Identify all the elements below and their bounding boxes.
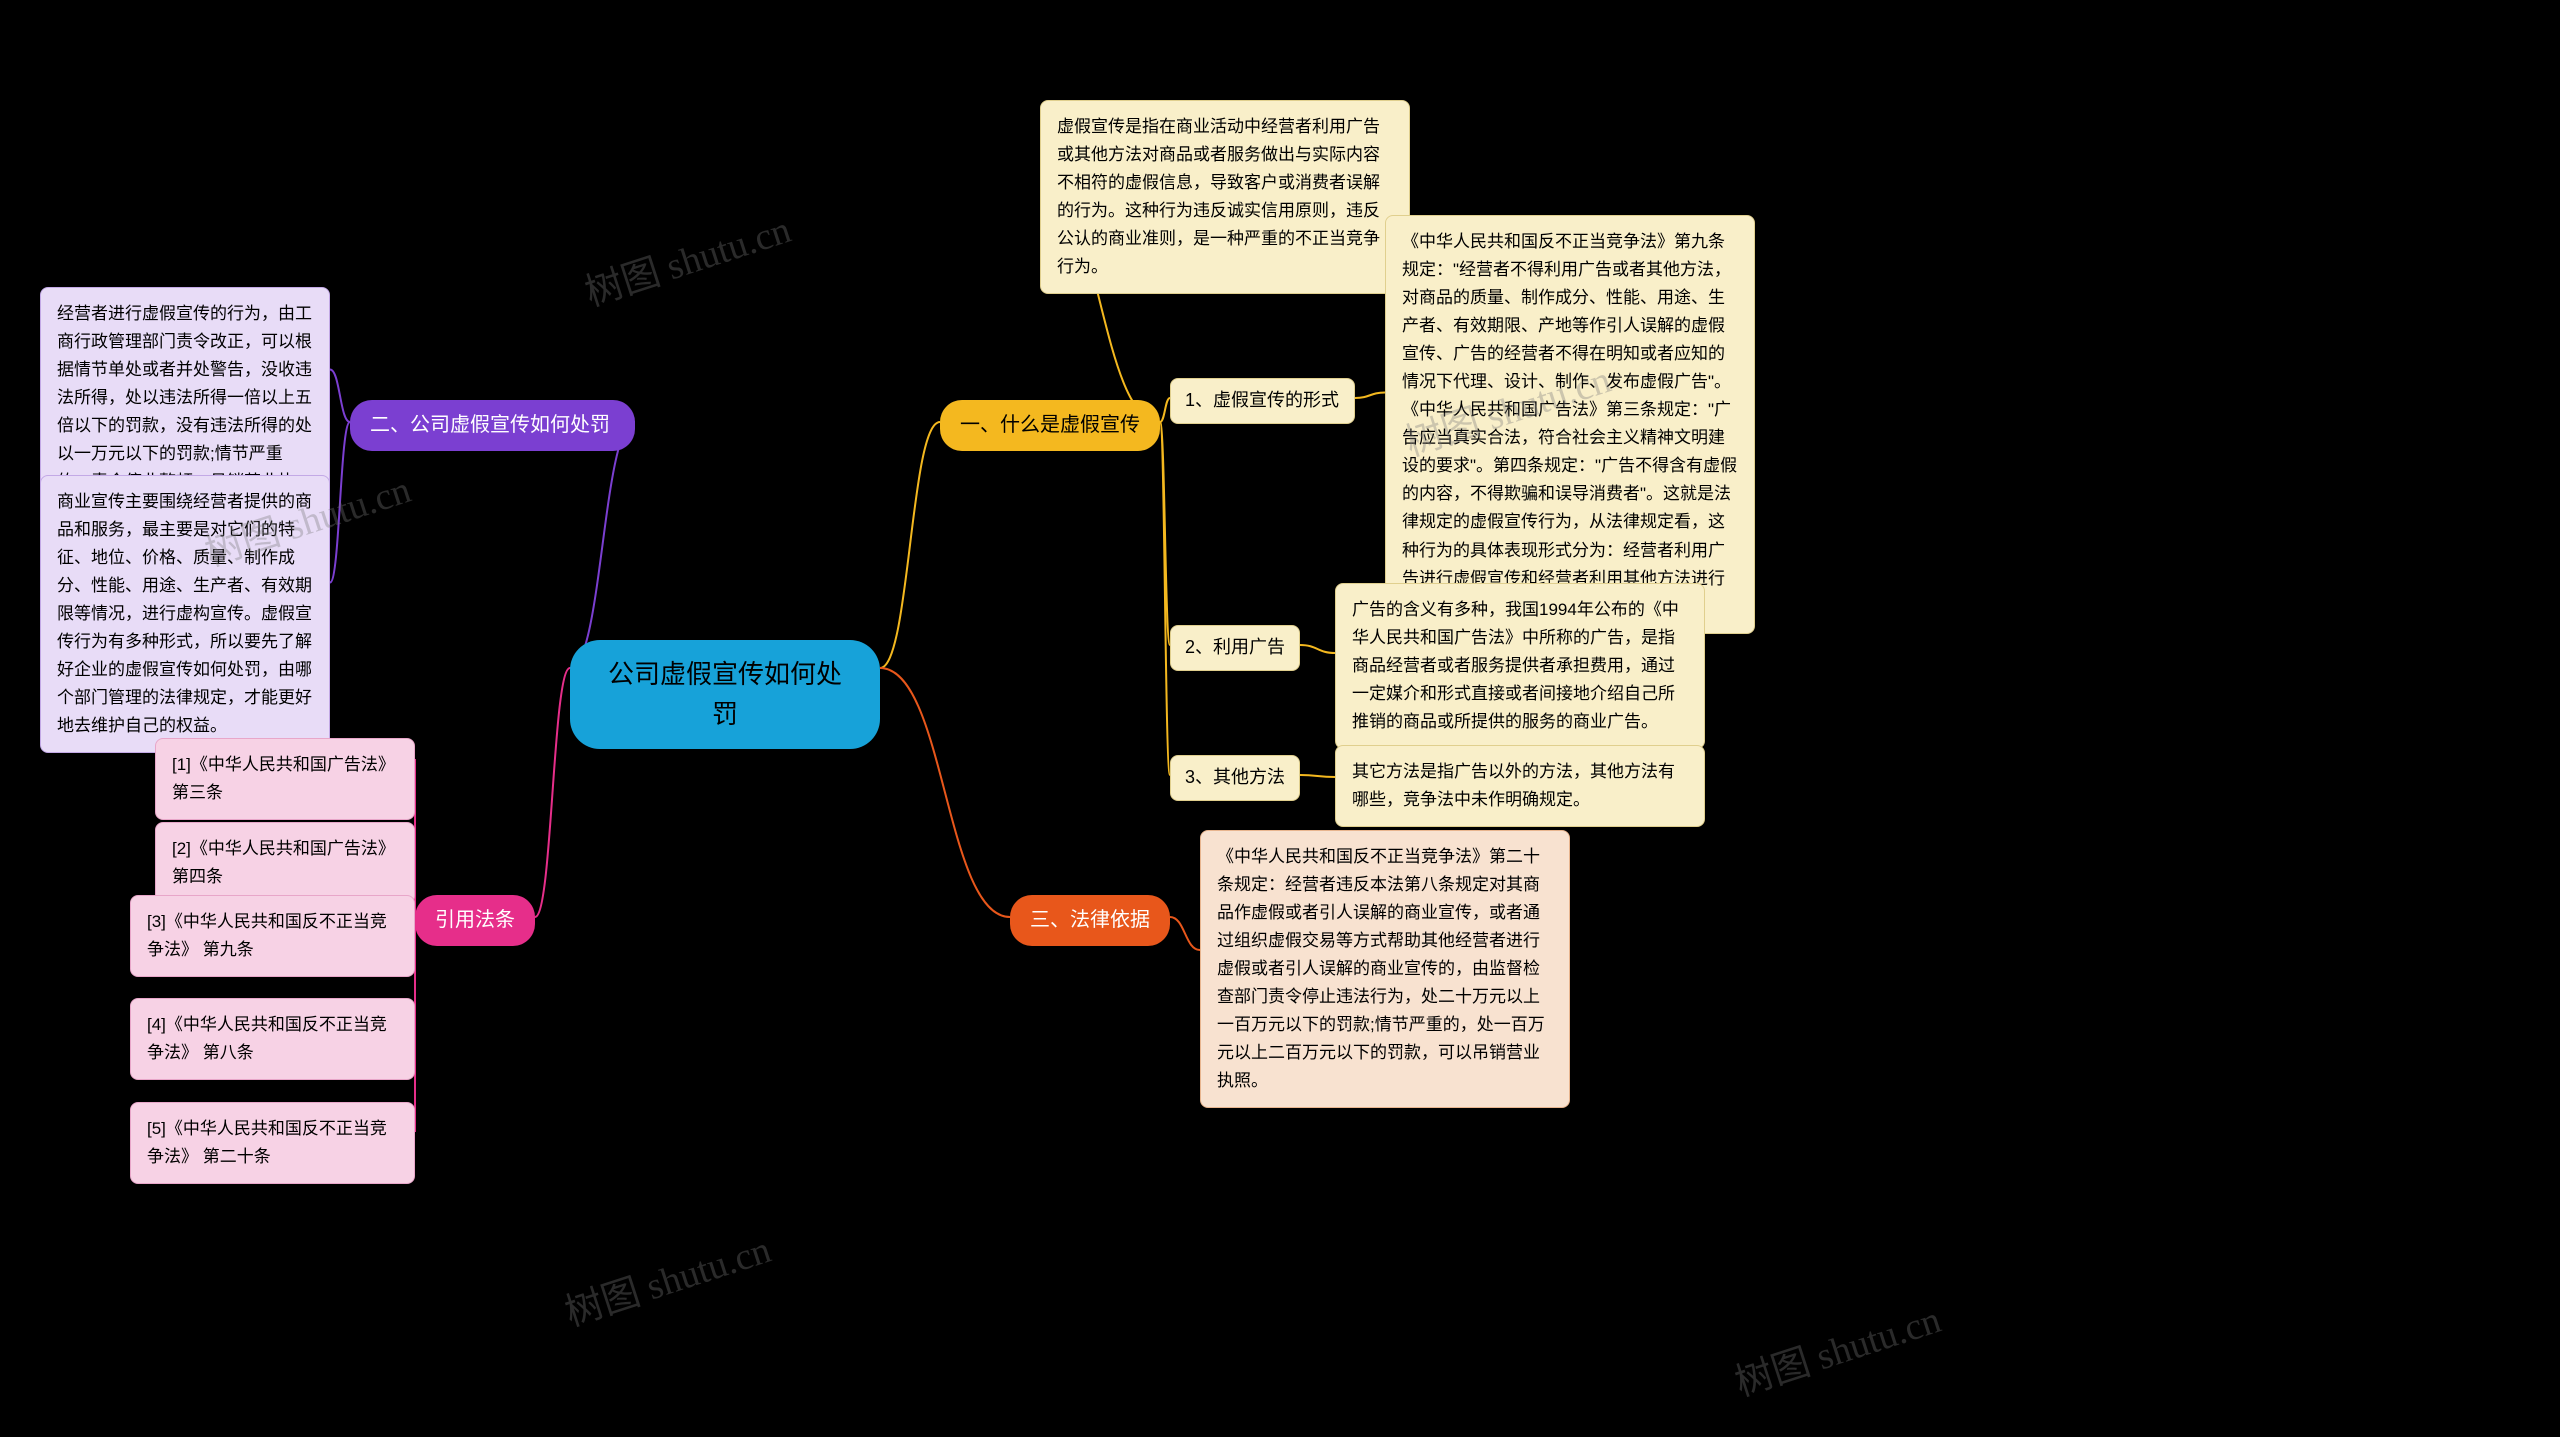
subnode-label: 1、虚假宣传的形式 [1185, 390, 1339, 410]
watermark: 树图 shutu.cn [557, 1218, 777, 1336]
leaf-b4l1: [1]《中华人民共和国广告法》 第三条 [155, 738, 415, 820]
root-node[interactable]: 公司虚假宣传如何处罚 [570, 640, 880, 749]
leaf-b1s2l1: 广告的含义有多种，我国1994年公布的《中华人民共和国广告法》中所称的广告，是指… [1335, 583, 1705, 749]
branch-label: 三、法律依据 [1030, 909, 1150, 931]
branch-label: 二、公司虚假宣传如何处罚 [370, 414, 610, 436]
leaf-b4l2: [2]《中华人民共和国广告法》 第四条 [155, 822, 415, 904]
watermark: 树图 shutu.cn [1727, 1288, 1947, 1406]
leaf-b4l3: [3]《中华人民共和国反不正当竞争法》 第九条 [130, 895, 415, 977]
leaf-b1l1: 虚假宣传是指在商业活动中经营者利用广告或其他方法对商品或者服务做出与实际内容不相… [1040, 100, 1410, 294]
branch-label: 一、什么是虚假宣传 [960, 414, 1140, 436]
leaf-b2l2: 商业宣传主要围绕经营者提供的商品和服务，最主要是对它们的特征、地位、价格、质量、… [40, 475, 330, 753]
watermark: 树图 shutu.cn [577, 198, 797, 316]
leaf-b4l4: [4]《中华人民共和国反不正当竞争法》 第八条 [130, 998, 415, 1080]
leaf-b1s1l1: 《中华人民共和国反不正当竞争法》第九条规定："经营者不得利用广告或者其他方法，对… [1385, 215, 1755, 634]
branch-b1[interactable]: 一、什么是虚假宣传 [940, 400, 1160, 451]
subnode-label: 3、其他方法 [1185, 767, 1285, 787]
branch-label: 引用法条 [435, 909, 515, 931]
leaf-b1s3l1: 其它方法是指广告以外的方法，其他方法有哪些，竞争法中未作明确规定。 [1335, 745, 1705, 827]
branch-b2[interactable]: 二、公司虚假宣传如何处罚 [350, 400, 635, 451]
subnode-b1s2[interactable]: 2、利用广告 [1170, 625, 1300, 671]
root-label: 公司虚假宣传如何处罚 [608, 659, 842, 729]
subnode-b1s3[interactable]: 3、其他方法 [1170, 755, 1300, 801]
subnode-label: 2、利用广告 [1185, 637, 1285, 657]
branch-b3[interactable]: 三、法律依据 [1010, 895, 1170, 946]
leaf-b4l5: [5]《中华人民共和国反不正当竞争法》 第二十条 [130, 1102, 415, 1184]
leaf-b3l1: 《中华人民共和国反不正当竞争法》第二十条规定：经营者违反本法第八条规定对其商品作… [1200, 830, 1570, 1108]
subnode-b1s1[interactable]: 1、虚假宣传的形式 [1170, 378, 1355, 424]
branch-b4[interactable]: 引用法条 [415, 895, 535, 946]
mindmap-canvas: { "canvas": { "width": 2560, "height": 1… [0, 0, 2560, 1437]
